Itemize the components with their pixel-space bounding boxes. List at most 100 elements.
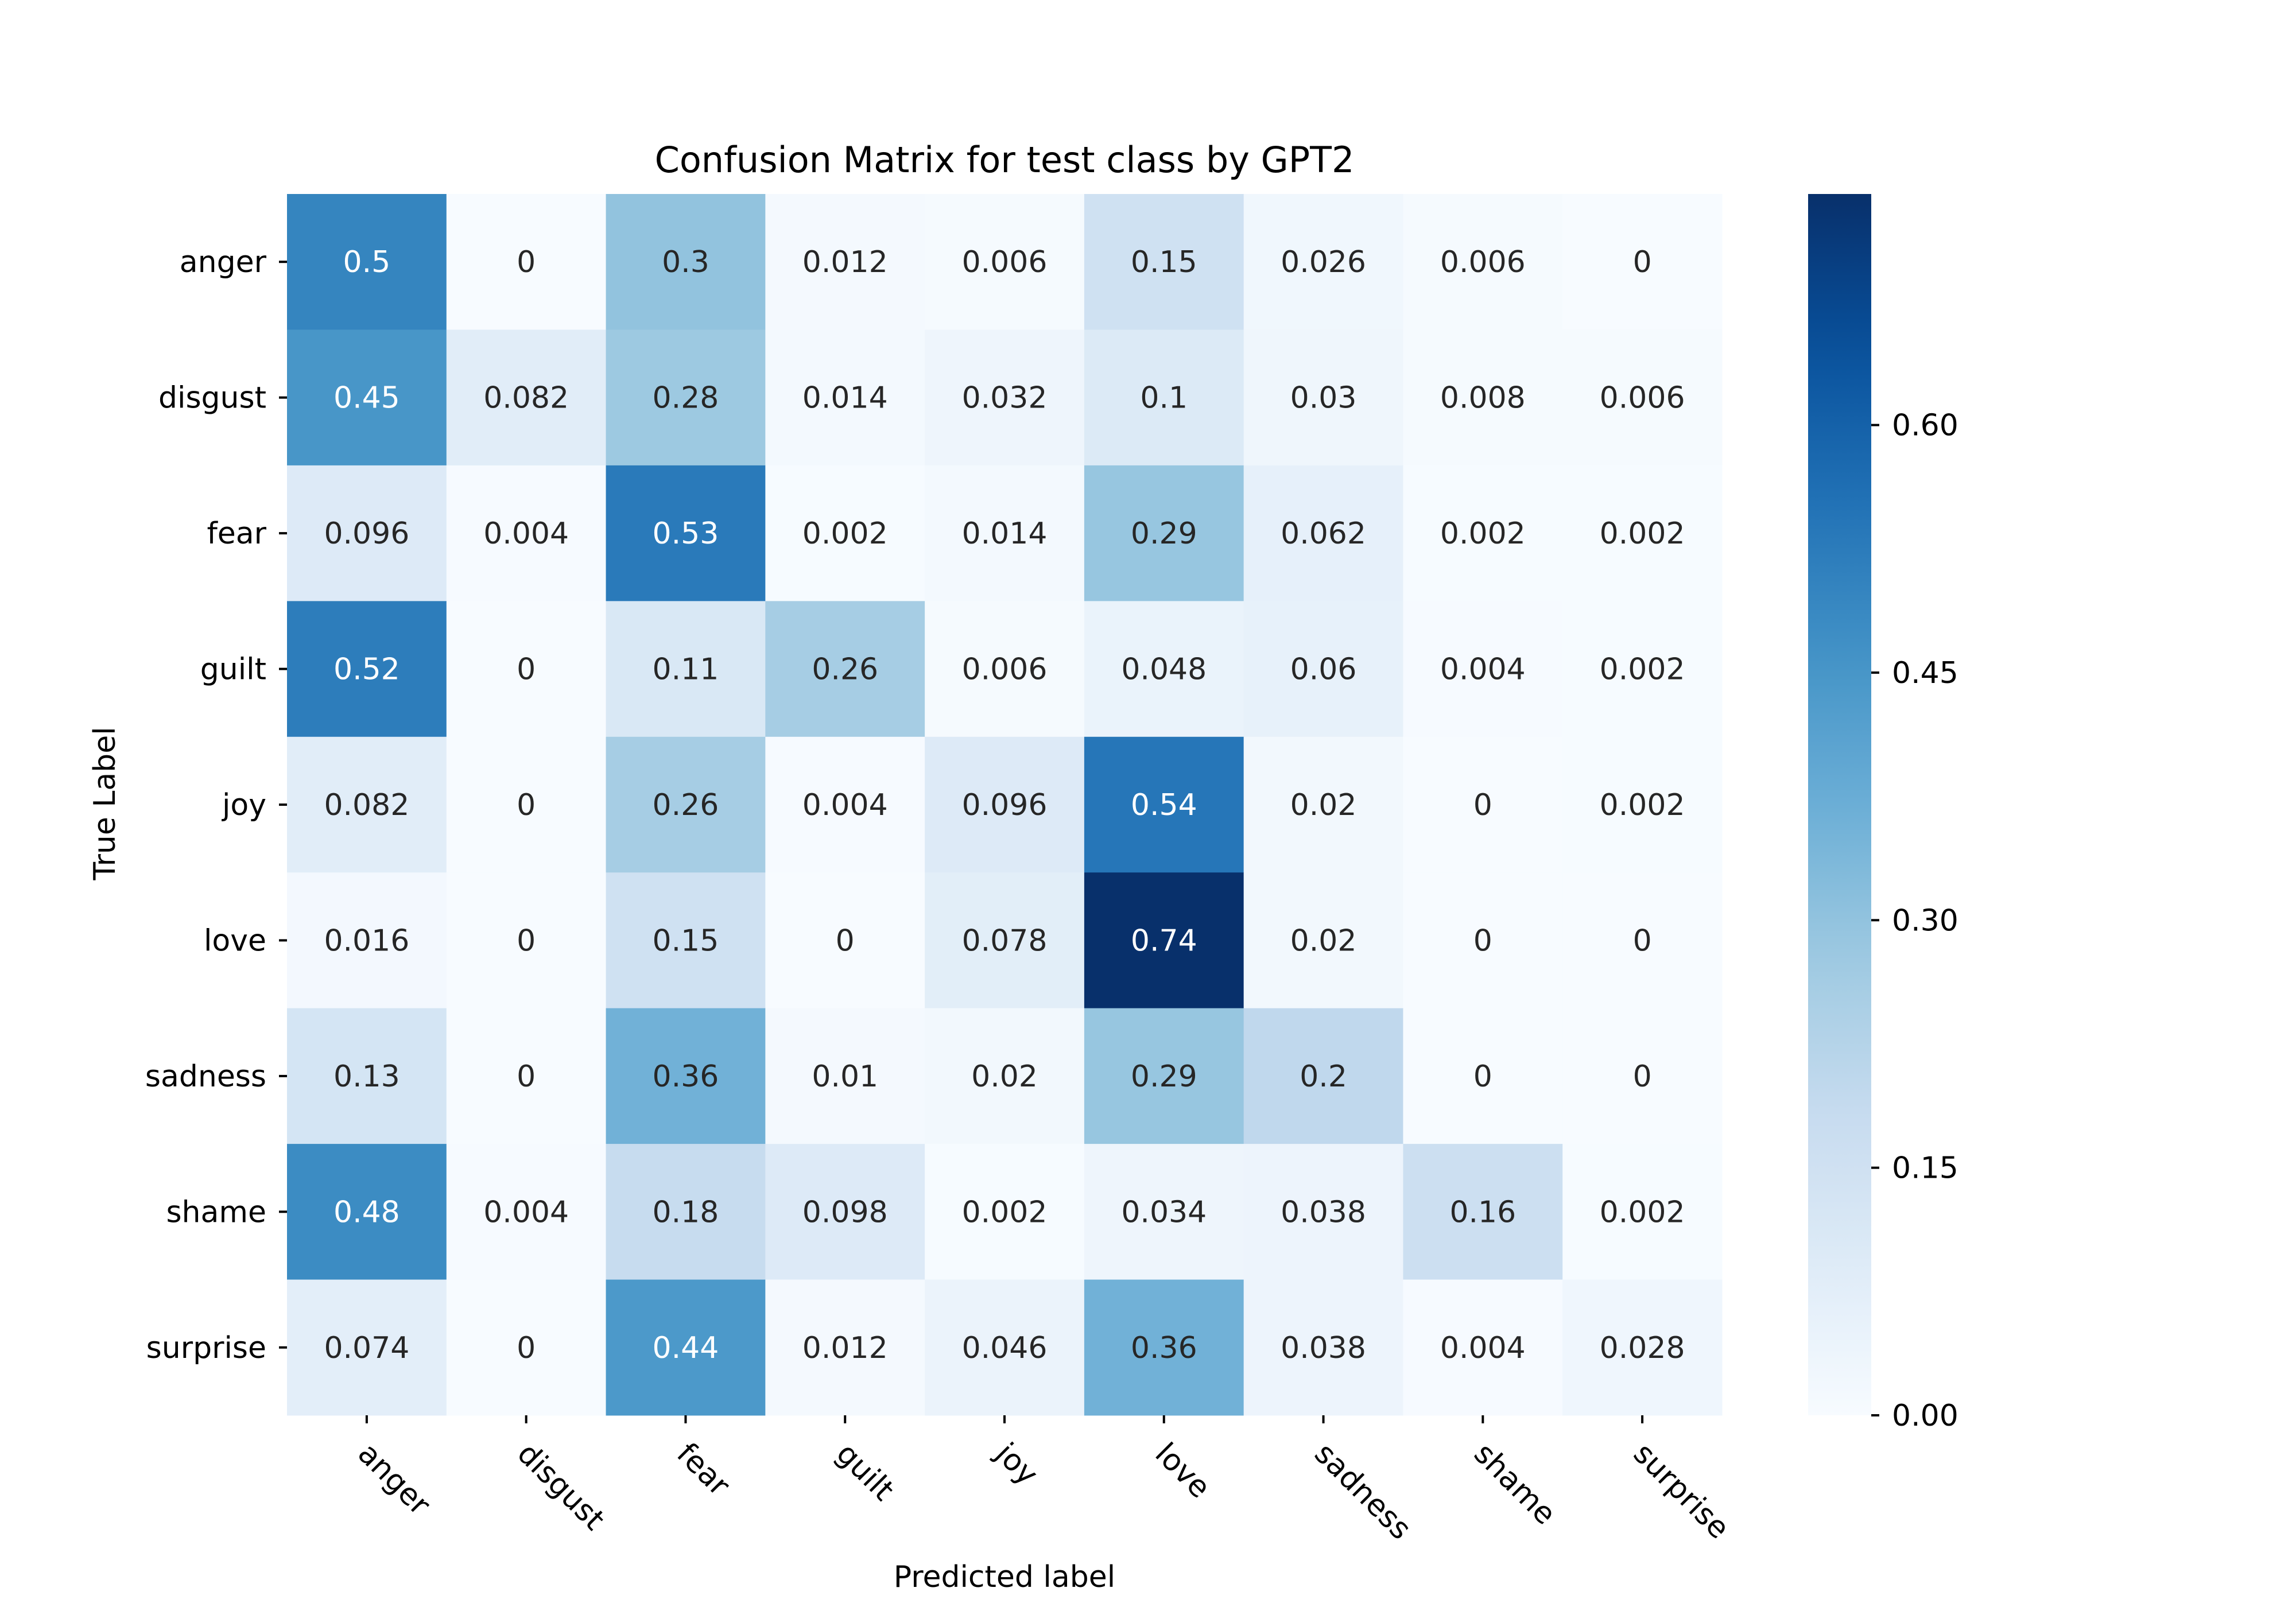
cell-value-label: 0 bbox=[836, 923, 855, 958]
heatmap-cell-fear-anger bbox=[287, 465, 447, 601]
cell-value-label: 0.012 bbox=[802, 245, 888, 280]
heatmap-cell-joy-joy bbox=[925, 736, 1085, 873]
cell-value-label: 0.096 bbox=[324, 517, 409, 551]
cell-value-label: 0.098 bbox=[802, 1195, 888, 1229]
heatmap-cell-sadness-surprise bbox=[1562, 1008, 1723, 1144]
heatmap-cell-anger-love bbox=[1084, 194, 1244, 330]
heatmap-cell-anger-surprise bbox=[1562, 194, 1723, 330]
heatmap-cell-shame-fear bbox=[606, 1144, 766, 1280]
x-tick-label-fear: fear bbox=[670, 1437, 736, 1503]
cell-value-label: 0 bbox=[1633, 1059, 1652, 1094]
y-axis-ticks: anger disgust fear guilt joy love sadness shame… bbox=[145, 245, 287, 1365]
cell-value-label: 0.006 bbox=[1440, 245, 1526, 280]
y-tick-label-anger: anger bbox=[180, 245, 267, 280]
cell-value-label: 0.028 bbox=[1600, 1331, 1685, 1365]
cell-value-label: 0.004 bbox=[802, 788, 888, 822]
heatmap-cell-sadness-anger bbox=[287, 1008, 447, 1144]
cell-value-label: 0.002 bbox=[802, 517, 888, 551]
heatmap-cell-fear-shame bbox=[1403, 465, 1563, 601]
x-tick-label-joy: joy bbox=[988, 1436, 1045, 1492]
cell-value-label: 0.5 bbox=[343, 245, 391, 280]
cell-value-label: 0 bbox=[1633, 245, 1652, 280]
colorbar-tick-label: 0.30 bbox=[1892, 903, 1958, 938]
x-tick-label-surprise: surprise bbox=[1627, 1437, 1736, 1546]
cell-value-label: 0.074 bbox=[324, 1331, 409, 1365]
cell-value-label: 0.1 bbox=[1140, 381, 1188, 416]
heatmap-cell-sadness-joy bbox=[925, 1008, 1085, 1144]
y-tick-label-fear: fear bbox=[207, 517, 266, 551]
cell-value-label: 0.02 bbox=[971, 1059, 1038, 1094]
cell-value-label: 0.74 bbox=[1131, 923, 1197, 958]
heatmap-cell-surprise-anger bbox=[287, 1279, 447, 1416]
cell-value-label: 0.082 bbox=[483, 381, 569, 416]
y-tick-label-disgust: disgust bbox=[158, 381, 266, 416]
heatmap-cell-love-fear bbox=[606, 872, 766, 1009]
heatmap-cell-joy-surprise bbox=[1562, 736, 1723, 873]
heatmap-cell-disgust-fear bbox=[606, 329, 766, 466]
cell-value-label: 0 bbox=[517, 1331, 536, 1365]
cell-value-label: 0.26 bbox=[653, 788, 719, 822]
heatmap-cell-love-sadness bbox=[1243, 872, 1403, 1009]
heatmap-cell-surprise-guilt bbox=[765, 1279, 925, 1416]
cell-value-label: 0.014 bbox=[802, 381, 888, 416]
cell-value-label: 0 bbox=[1633, 923, 1652, 958]
colorbar-tick-label: 0.15 bbox=[1892, 1151, 1958, 1186]
y-tick-label-joy: joy bbox=[222, 788, 266, 822]
heatmap-cell-surprise-love bbox=[1084, 1279, 1244, 1416]
heatmap-cell-disgust-joy bbox=[925, 329, 1085, 466]
heatmap-cell-sadness-sadness bbox=[1243, 1008, 1403, 1144]
heatmap-cell-anger-shame bbox=[1403, 194, 1563, 330]
heatmap-cell-labels: 0.5 0 0.3 0.012 0.006 0.15 0.026 0.006 0 0.45 0.08… bbox=[324, 245, 1685, 1365]
cell-value-label: 0.36 bbox=[653, 1059, 719, 1094]
heatmap-cell-disgust-surprise bbox=[1562, 329, 1723, 466]
heatmap-cell-guilt-love bbox=[1084, 601, 1244, 737]
cell-value-label: 0 bbox=[517, 1059, 536, 1094]
heatmap-cell-joy-disgust bbox=[446, 736, 607, 873]
heatmap-cell-guilt-guilt bbox=[765, 601, 925, 737]
heatmap-cell-love-love bbox=[1084, 872, 1244, 1009]
y-tick-label-shame: shame bbox=[166, 1195, 266, 1229]
chart-title: Confusion Matrix for test class by GPT2 bbox=[655, 139, 1355, 181]
cell-value-label: 0.096 bbox=[962, 788, 1048, 822]
cell-value-label: 0.002 bbox=[1600, 1195, 1685, 1229]
heatmap-cell-surprise-joy bbox=[925, 1279, 1085, 1416]
cell-value-label: 0.26 bbox=[812, 653, 878, 687]
cell-value-label: 0.29 bbox=[1131, 1059, 1197, 1094]
x-tick-label-anger: anger bbox=[351, 1437, 437, 1523]
cell-value-label: 0.002 bbox=[1600, 517, 1685, 551]
heatmap-cell-anger-sadness bbox=[1243, 194, 1403, 330]
heatmap-cell-fear-guilt bbox=[765, 465, 925, 601]
cell-value-label: 0.06 bbox=[1290, 653, 1357, 687]
cell-value-label: 0.062 bbox=[1281, 517, 1366, 551]
cell-value-label: 0.032 bbox=[962, 381, 1048, 416]
y-tick-label-surprise: surprise bbox=[146, 1331, 266, 1365]
cell-value-label: 0.012 bbox=[802, 1331, 888, 1365]
heatmap-cell-sadness-disgust bbox=[446, 1008, 607, 1144]
heatmap-cell-disgust-sadness bbox=[1243, 329, 1403, 466]
cell-value-label: 0.18 bbox=[653, 1195, 719, 1229]
heatmap-cell-surprise-fear bbox=[606, 1279, 766, 1416]
cell-value-label: 0.034 bbox=[1121, 1195, 1207, 1229]
cell-value-label: 0.02 bbox=[1290, 788, 1357, 822]
cell-value-label: 0.004 bbox=[1440, 653, 1526, 687]
colorbar-ticks: 0.00 0.15 0.30 0.45 0.60 bbox=[1871, 409, 1958, 1433]
cell-value-label: 0.026 bbox=[1281, 245, 1366, 280]
heatmap-cell-joy-fear bbox=[606, 736, 766, 873]
heatmap-cell-anger-disgust bbox=[446, 194, 607, 330]
cell-value-label: 0.006 bbox=[1600, 381, 1685, 416]
cell-value-label: 0.014 bbox=[962, 517, 1048, 551]
heatmap-cell-guilt-joy bbox=[925, 601, 1085, 737]
y-tick-label-sadness: sadness bbox=[145, 1059, 266, 1094]
colorbar-tick-label: 0.00 bbox=[1892, 1399, 1958, 1433]
cell-value-label: 0.03 bbox=[1290, 381, 1357, 416]
heatmap-cell-joy-love bbox=[1084, 736, 1244, 873]
cell-value-label: 0.13 bbox=[333, 1059, 400, 1094]
cell-value-label: 0.002 bbox=[1600, 788, 1685, 822]
heatmap-cell-anger-joy bbox=[925, 194, 1085, 330]
cell-value-label: 0.008 bbox=[1440, 381, 1526, 416]
cell-value-label: 0.44 bbox=[653, 1331, 719, 1365]
cell-value-label: 0.078 bbox=[962, 923, 1048, 958]
y-tick-label-guilt: guilt bbox=[200, 653, 266, 687]
cell-value-label: 0.45 bbox=[333, 381, 400, 416]
